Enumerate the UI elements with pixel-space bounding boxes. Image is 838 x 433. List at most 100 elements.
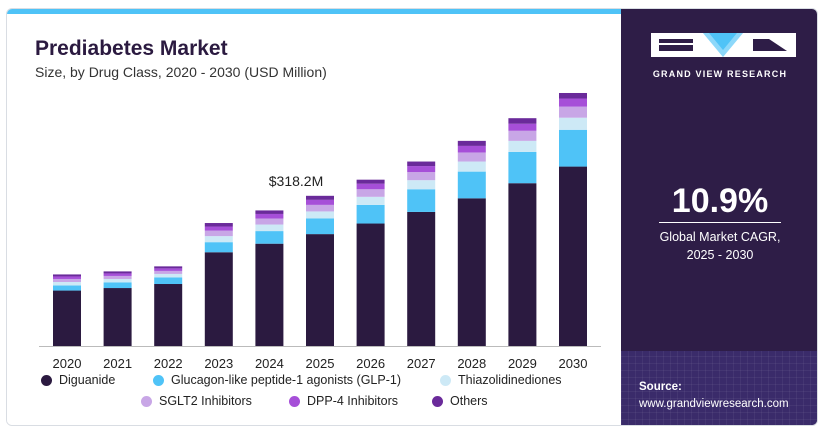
bar-segment-2023-2: [204, 236, 233, 243]
brand-panel: GRAND VIEW RESEARCH 10.9% Global Market …: [621, 9, 817, 425]
accent-bar: [7, 9, 621, 14]
legend-item-diguanide: Diguanide: [41, 373, 115, 387]
bar-segment-2026-4: [356, 183, 385, 190]
bar-segment-2026-3: [356, 189, 385, 197]
bar-segment-2025-4: [306, 199, 334, 205]
bar-segment-2030-2: [559, 117, 587, 130]
bar-segment-2024-5: [255, 210, 284, 214]
x-tick-label: 2027: [407, 356, 436, 371]
cagr-label-line1: Global Market CAGR,: [659, 230, 781, 244]
bar-segment-2023-3: [204, 230, 233, 237]
bar-segment-2021-4: [103, 273, 132, 276]
brand-name: GRAND VIEW RESEARCH: [652, 69, 788, 79]
bar-segment-2026-0: [356, 223, 385, 346]
cagr-label: Global Market CAGR, 2025 - 2030: [621, 228, 817, 264]
bar-segment-2025-2: [306, 211, 334, 219]
bar-segment-2028-1: [457, 171, 486, 199]
bar-segment-2020-0: [53, 290, 81, 346]
source-url[interactable]: www.grandviewresearch.com: [639, 398, 789, 410]
legend-label: Thiazolidinediones: [458, 373, 562, 387]
x-tick-label: 2023: [204, 356, 233, 371]
bar-segment-2028-0: [457, 198, 486, 346]
cagr-divider: [659, 222, 781, 223]
x-tick-label: 2021: [103, 356, 132, 371]
bar-segment-2028-2: [457, 161, 486, 172]
bar-segment-2022-1: [154, 277, 183, 285]
bar-segment-2020-2: [53, 281, 81, 286]
bar-segment-2026-2: [356, 196, 385, 205]
legend-label: Others: [450, 394, 488, 408]
legend-swatch: [141, 395, 152, 407]
bar-segment-2022-5: [154, 266, 183, 269]
bar-segment-2022-3: [154, 270, 183, 274]
bar-segment-2029-5: [508, 118, 537, 124]
bar-segment-2027-0: [407, 211, 436, 346]
legend-item-dpp4: DPP-4 Inhibitors: [289, 394, 398, 408]
bar-segment-2029-1: [508, 151, 537, 184]
report-card: 2020 2021 2022 2023 2024 2025 $318.2M 2026 2027 2…: [6, 8, 818, 426]
bar-segment-2020-1: [53, 285, 81, 291]
x-tick-label: 2020: [53, 356, 82, 371]
legend-swatch: [41, 374, 52, 386]
bar-segment-2024-0: [255, 243, 284, 346]
bar-segment-2022-2: [154, 273, 183, 278]
bar-segment-2021-0: [103, 288, 132, 346]
chart-panel: 2020 2021 2022 2023 2024 2025 $318.2M 2026 2027 2…: [7, 14, 621, 425]
bar-segment-2026-1: [356, 204, 385, 224]
legend-swatch: [440, 374, 451, 386]
bar-segment-2027-1: [407, 189, 436, 212]
bar-segment-2030-0: [559, 166, 587, 346]
x-tick-label: 2025: [306, 356, 335, 371]
x-tick-label: 2022: [154, 356, 183, 371]
legend-item-others: Others: [432, 394, 488, 408]
x-tick-label: 2026: [356, 356, 385, 371]
bar-segment-2024-2: [255, 224, 284, 232]
bar-segment-2030-1: [559, 129, 587, 167]
bar-segment-2029-4: [508, 123, 537, 131]
source-label: Source:: [639, 381, 682, 393]
x-tick-label: 2028: [457, 356, 486, 371]
bar-segment-2029-0: [508, 183, 537, 346]
bar-segment-2029-2: [508, 140, 537, 152]
legend-label: Diguanide: [59, 373, 116, 387]
x-tick-label: 2024: [255, 356, 284, 371]
grand-view-research-logo: [651, 33, 796, 57]
legend-item-thiazolidinediones: Thiazolidinediones: [440, 373, 562, 387]
legend-swatch: [153, 374, 164, 386]
legend-label: DPP-4 Inhibitors: [307, 394, 399, 408]
bar-segment-2030-3: [559, 106, 587, 118]
bar-segment-2020-4: [53, 276, 81, 279]
cagr-value: 10.9%: [671, 182, 769, 220]
x-tick-label: 2029: [508, 356, 537, 371]
data-annotation: $318.2M: [269, 173, 323, 189]
bar-segment-2024-3: [255, 218, 284, 225]
bar-segment-2025-5: [306, 195, 334, 200]
bar-segment-2025-1: [306, 218, 334, 235]
bar-segment-2023-5: [204, 223, 233, 227]
chart-subtitle: Size, by Drug Class, 2020 - 2030 (USD Mi…: [35, 64, 327, 80]
legend-swatch: [432, 395, 443, 407]
bar-segment-2026-5: [356, 179, 385, 184]
legend-item-sglt2: SGLT2 Inhibitors: [141, 394, 252, 408]
stacked-bar-chart: 2020 2021 2022 2023 2024 2025 $318.2M 2026 2027 2…: [39, 92, 601, 371]
bar-segment-2027-3: [407, 172, 436, 181]
bar-segment-2023-0: [204, 252, 233, 346]
bar-segment-2027-5: [407, 161, 436, 167]
bar-segment-2025-3: [306, 204, 334, 212]
source-band: [621, 351, 817, 425]
bar-segment-2022-4: [154, 268, 183, 271]
legend-swatch: [289, 395, 300, 407]
bar-segment-2020-3: [53, 278, 81, 282]
bar-segment-2021-1: [103, 282, 132, 289]
bar-segment-2021-2: [103, 278, 132, 283]
bar-segment-2028-5: [457, 140, 486, 146]
bar-segment-2021-3: [103, 275, 132, 279]
bar-segment-2027-2: [407, 180, 436, 190]
bar-segment-2020-5: [53, 274, 81, 277]
cagr-label-line2: 2025 - 2030: [686, 248, 754, 262]
bar-segment-2023-4: [204, 226, 233, 231]
bar-segment-2022-0: [154, 284, 183, 346]
bar-segment-2030-4: [559, 98, 587, 107]
bar-segment-2024-4: [255, 213, 284, 219]
bar-segment-2029-3: [508, 130, 537, 141]
